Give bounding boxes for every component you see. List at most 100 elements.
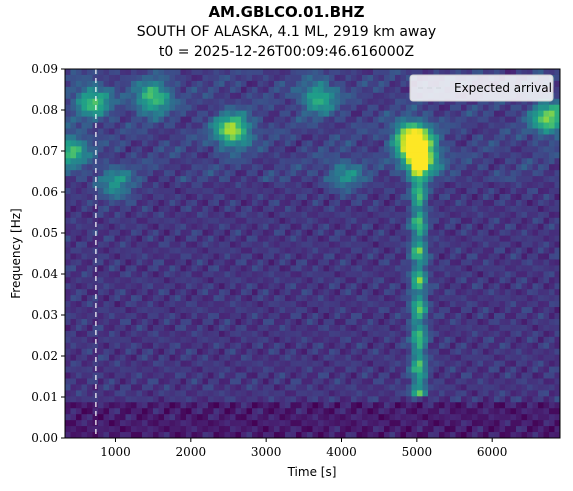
heatmap-cell	[483, 164, 490, 171]
heatmap-cell	[389, 366, 396, 374]
heatmap-cell	[301, 372, 308, 380]
heatmap-cell	[510, 229, 517, 237]
heatmap-cell	[312, 336, 319, 344]
heatmap-cell	[312, 199, 319, 207]
heatmap-cell	[296, 170, 303, 177]
heatmap-cell	[406, 104, 413, 112]
heatmap-cell	[180, 336, 187, 344]
heatmap-cell	[246, 116, 253, 124]
heatmap-cell	[351, 69, 358, 76]
heatmap-cell	[378, 122, 385, 130]
heatmap-cell	[422, 259, 429, 266]
heatmap-cell	[318, 366, 325, 374]
heatmap-cell	[340, 384, 347, 391]
heatmap-cell	[367, 366, 374, 374]
heatmap-cell	[109, 372, 116, 380]
heatmap-cell	[554, 86, 560, 94]
heatmap-cell	[263, 116, 270, 124]
heatmap-cell	[142, 223, 149, 231]
heatmap-cell	[241, 396, 248, 403]
heatmap-cell	[356, 128, 363, 136]
heatmap-cell	[257, 69, 264, 76]
heatmap-cell	[230, 128, 237, 136]
heatmap-cell	[136, 348, 143, 356]
heatmap-cell	[257, 223, 264, 231]
heatmap-cell	[334, 122, 341, 130]
heatmap-cell	[362, 301, 369, 308]
heatmap-cell	[378, 98, 385, 106]
heatmap-cell	[219, 152, 226, 159]
heatmap-cell	[147, 247, 154, 255]
heatmap-cell	[351, 205, 358, 213]
heatmap-cell	[323, 271, 330, 278]
heatmap-cell	[169, 354, 176, 362]
heatmap-cell	[202, 199, 209, 207]
heatmap-cell	[153, 241, 160, 249]
heatmap-cell	[312, 265, 319, 272]
heatmap-cell	[103, 247, 110, 255]
heatmap-cell	[367, 324, 374, 332]
heatmap-cell	[252, 366, 259, 374]
heatmap-cell	[186, 140, 193, 147]
heatmap-cell	[285, 188, 292, 195]
heatmap-cell	[527, 348, 534, 356]
heatmap-cell	[554, 152, 560, 159]
heatmap-cell	[389, 92, 396, 100]
heatmap-cell	[290, 348, 297, 356]
heatmap-cell	[285, 259, 292, 266]
heatmap-cell	[455, 188, 462, 195]
heatmap-cell	[549, 360, 556, 368]
heatmap-cell	[70, 176, 77, 183]
heatmap-cell	[180, 307, 187, 314]
heatmap-cell	[257, 199, 264, 207]
heatmap-cell	[252, 277, 259, 284]
heatmap-cell	[164, 193, 171, 201]
heatmap-cell	[472, 122, 479, 130]
heatmap-cell	[224, 176, 231, 183]
heatmap-cell	[433, 134, 440, 142]
heatmap-cell	[87, 253, 94, 261]
heatmap-cell	[428, 378, 435, 386]
heatmap-cell	[98, 140, 105, 147]
heatmap-cell	[147, 241, 154, 249]
heatmap-cell	[499, 313, 506, 320]
heatmap-cell	[307, 140, 314, 147]
heatmap-cell	[175, 146, 182, 153]
heatmap-cell	[378, 74, 385, 82]
heatmap-cell	[175, 271, 182, 278]
heatmap-cell	[230, 348, 237, 356]
heatmap-cell	[494, 348, 501, 356]
heatmap-cell	[208, 265, 215, 272]
heatmap-cell	[384, 241, 391, 249]
heatmap-cell	[268, 140, 275, 147]
heatmap-cell	[417, 313, 424, 320]
heatmap-cell	[241, 217, 248, 225]
heatmap-cell	[125, 69, 132, 76]
heatmap-cell	[279, 217, 286, 225]
heatmap-cell	[301, 396, 308, 403]
heatmap-cell	[301, 164, 308, 171]
heatmap-cell	[334, 146, 341, 153]
heatmap-cell	[323, 152, 330, 159]
heatmap-cell	[109, 176, 116, 183]
heatmap-cell	[263, 140, 270, 147]
heatmap-cell	[268, 86, 275, 94]
heatmap-cell	[169, 158, 176, 165]
heatmap-cell	[505, 122, 512, 130]
heatmap-cell	[356, 259, 363, 266]
heatmap-cell	[494, 313, 501, 320]
heatmap-cell	[406, 98, 413, 106]
heatmap-cell	[109, 199, 116, 207]
heatmap-cell	[494, 342, 501, 350]
heatmap-cell	[153, 134, 160, 142]
heatmap-cell	[197, 348, 204, 356]
heatmap-cell	[554, 104, 560, 112]
heatmap-cell	[125, 182, 132, 189]
heatmap-cell	[510, 366, 517, 374]
heatmap-cell	[466, 384, 473, 391]
heatmap-cell	[180, 182, 187, 189]
heatmap-cell	[334, 313, 341, 320]
heatmap-cell	[466, 330, 473, 338]
heatmap-cell	[510, 378, 517, 386]
heatmap-cell	[180, 122, 187, 130]
